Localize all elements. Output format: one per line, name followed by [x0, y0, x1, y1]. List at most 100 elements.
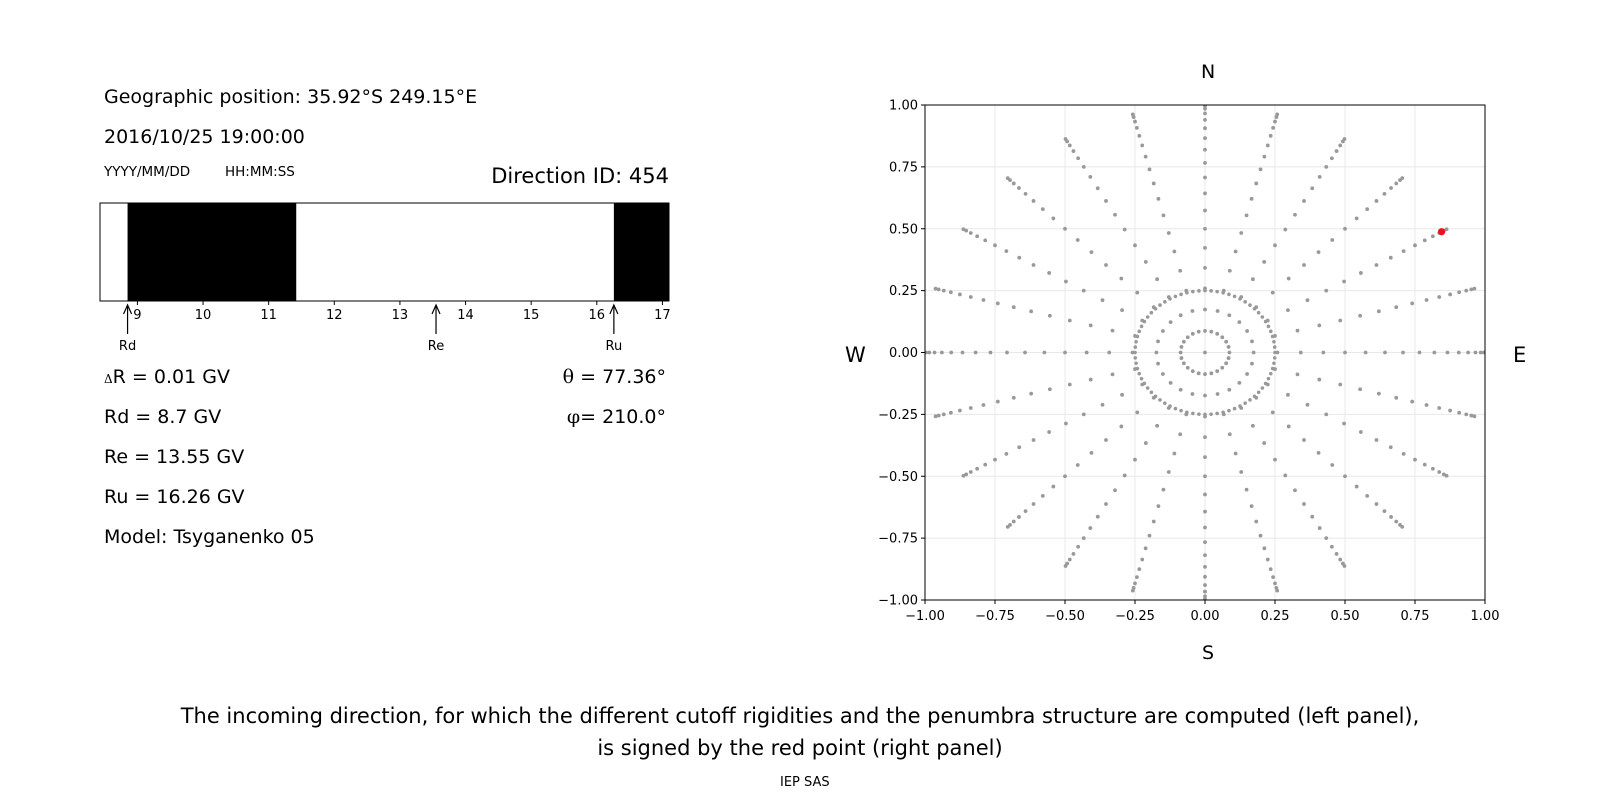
grid-point [1215, 369, 1220, 374]
grid-point [1203, 583, 1207, 587]
grid-point [1166, 470, 1171, 474]
grid-point [1365, 207, 1370, 212]
grid-point [1383, 350, 1387, 355]
grid-point [1168, 380, 1173, 385]
grid-point [1203, 106, 1207, 111]
grid-point [1457, 410, 1462, 415]
grid-point [1110, 372, 1115, 377]
grid-point [1286, 424, 1291, 429]
grid-point [1334, 149, 1339, 153]
grid-point [1084, 350, 1089, 355]
grid-point [1011, 395, 1016, 400]
grid-point [1413, 457, 1417, 462]
grid-point [1430, 234, 1435, 239]
grid-point [1270, 290, 1275, 295]
compass-north: N [1201, 61, 1216, 83]
grid-point [1155, 277, 1160, 282]
grid-point [1374, 438, 1379, 442]
grid-point [1448, 408, 1453, 413]
penumbra-tick-label: 13 [392, 308, 409, 323]
grid-point [1227, 387, 1232, 392]
grid-point [1227, 313, 1232, 318]
grid-point [1181, 361, 1186, 366]
grid-point [1266, 324, 1271, 329]
grid-point [1283, 227, 1288, 232]
grid-point [1203, 175, 1207, 180]
grid-point [1160, 329, 1165, 333]
grid-point [1149, 310, 1154, 315]
penumbra-marker-label: Re [428, 339, 444, 354]
grid-point [1139, 376, 1144, 381]
grid-point [1100, 298, 1105, 303]
grid-point [1064, 421, 1068, 426]
grid-point [1389, 515, 1393, 519]
grid-point [1047, 313, 1052, 318]
grid-point [1064, 279, 1068, 284]
grid-point [1203, 564, 1207, 569]
grid-point [1163, 300, 1167, 304]
phi-value: φ= 210.0° [567, 406, 666, 428]
grid-point [1413, 243, 1417, 248]
phi-text: = 210.0° [580, 406, 666, 428]
grid-point [1422, 462, 1427, 467]
x-tick-label: −0.75 [975, 609, 1015, 624]
grid-point [1122, 227, 1127, 232]
grid-point [936, 287, 941, 292]
grid-point [981, 403, 986, 407]
grid-point [1203, 509, 1207, 514]
grid-point [1047, 430, 1052, 434]
grid-point [1338, 382, 1343, 387]
grid-point [1324, 412, 1329, 417]
grid-point [1422, 238, 1427, 243]
grid-point [1145, 386, 1150, 390]
grid-point [1178, 313, 1183, 318]
selected-direction-point [1438, 228, 1446, 236]
y-tick-label: −0.50 [878, 470, 918, 485]
grid-point [1248, 303, 1252, 307]
grid-point [1354, 216, 1359, 221]
grid-point [1394, 305, 1399, 310]
scatter-points [925, 105, 1485, 600]
y-tick-label: 1.00 [889, 99, 918, 114]
grid-point [1104, 502, 1108, 506]
grid-point [1268, 329, 1273, 334]
grid-point [1464, 288, 1469, 293]
grid-point [1239, 231, 1244, 235]
grid-point [1252, 394, 1257, 399]
grid-point [1161, 213, 1166, 218]
grid-point [1178, 432, 1183, 437]
grid-point [1196, 371, 1201, 376]
grid-point [1120, 308, 1124, 313]
grid-point [1256, 390, 1261, 395]
grid-point [1023, 350, 1027, 355]
grid-point [1190, 309, 1195, 313]
penumbra-frame [99, 202, 670, 302]
grid-point [988, 350, 993, 355]
grid-point [933, 286, 938, 291]
grid-point [1185, 290, 1189, 295]
grid-point [1107, 350, 1112, 355]
grid-point [1374, 199, 1379, 203]
grid-point [1004, 249, 1009, 254]
grid-point [1363, 350, 1368, 355]
grid-point [1203, 126, 1207, 131]
grid-point [1179, 292, 1183, 297]
grid-point [1215, 411, 1219, 416]
grid-point [957, 408, 962, 413]
grid-point [1237, 320, 1242, 325]
grid-point [1156, 361, 1160, 366]
grid-point [1334, 552, 1339, 556]
grid-point [1394, 519, 1399, 524]
grid-point [1302, 502, 1306, 506]
grid-point [1104, 438, 1108, 442]
penumbra-marker-arrowhead [431, 303, 441, 315]
grid-point [1250, 361, 1254, 366]
grid-point [936, 413, 941, 418]
grid-point [1063, 137, 1068, 141]
grid-point [1243, 300, 1247, 304]
caption-line-2: is signed by the red point (right panel) [597, 736, 1003, 760]
grid-point [1263, 319, 1268, 324]
grid-point [1254, 519, 1259, 524]
caption-line-1: The incoming direction, for which the di… [180, 704, 1420, 728]
grid-point [1342, 421, 1346, 426]
